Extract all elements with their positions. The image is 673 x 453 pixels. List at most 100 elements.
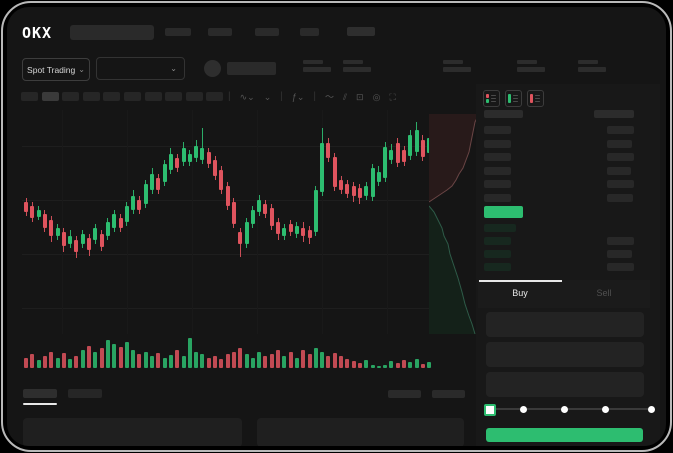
volume-bar xyxy=(124,342,129,368)
candle xyxy=(225,186,230,206)
volume-bar xyxy=(402,360,406,368)
slider-stop-dot[interactable] xyxy=(648,406,655,413)
volume-bar xyxy=(68,359,73,368)
price-input-placeholder[interactable] xyxy=(486,312,644,337)
candlestick-chart[interactable] xyxy=(22,110,432,334)
okx-logo: OKX xyxy=(22,24,53,42)
snapshot-icon[interactable]: ⊡ xyxy=(356,92,364,102)
volume-bar xyxy=(80,350,85,368)
compare-icon[interactable]: ⫽ xyxy=(343,92,348,102)
volume-bar xyxy=(313,348,318,368)
candle xyxy=(395,143,400,163)
candle xyxy=(326,143,331,158)
timeframe-chip[interactable] xyxy=(144,92,162,101)
ticker-stat xyxy=(343,60,373,76)
volume-bar xyxy=(137,354,142,368)
candle xyxy=(124,206,129,222)
slider-handle[interactable] xyxy=(484,404,496,416)
spot-trading-selector[interactable]: Spot Trading ⌄ xyxy=(22,58,90,81)
timeframe-chip[interactable] xyxy=(82,92,100,101)
nav-item-placeholder[interactable] xyxy=(255,28,279,36)
timeframe-chip[interactable] xyxy=(124,92,141,101)
timeframe-chip[interactable] xyxy=(41,92,59,101)
candle xyxy=(339,180,343,190)
candle xyxy=(351,186,356,196)
tab-sell[interactable]: Sell xyxy=(596,288,612,298)
slider-stop-dot[interactable] xyxy=(520,406,527,413)
divider: | xyxy=(228,91,231,102)
candle xyxy=(55,228,60,236)
search-placeholder[interactable] xyxy=(70,25,154,40)
fullscreen-icon[interactable]: ⛶ xyxy=(389,92,396,102)
candle xyxy=(143,184,148,204)
candle xyxy=(150,174,154,190)
volume-bar xyxy=(250,358,255,368)
bottom-tab-active[interactable] xyxy=(23,389,57,398)
candle xyxy=(288,224,293,232)
candle-wick xyxy=(201,128,203,164)
volume-bar xyxy=(225,354,230,368)
volume-bar xyxy=(36,360,41,368)
nav-item-placeholder[interactable] xyxy=(208,28,232,36)
candle xyxy=(61,232,66,246)
volume-bar xyxy=(414,359,419,368)
timeframe-chip[interactable] xyxy=(103,92,121,101)
candle xyxy=(187,154,192,162)
slider-stop-dot[interactable] xyxy=(561,406,568,413)
timeframe-chip[interactable] xyxy=(185,92,203,101)
candle xyxy=(383,147,388,178)
candle xyxy=(276,222,280,234)
candle xyxy=(219,170,224,190)
bottom-action-placeholder[interactable] xyxy=(388,390,421,398)
volume-bar xyxy=(294,358,299,368)
orderbook-bids-view-icon[interactable] xyxy=(505,90,522,107)
gridline xyxy=(257,110,258,334)
chart-tools-row: | ∿⌄ ⌄ | ƒ⌄ | 〜 ⫽ ⊡ ◎ ⛶ xyxy=(228,90,405,104)
slider-stop-dot[interactable] xyxy=(602,406,609,413)
nav-item-placeholder[interactable] xyxy=(300,28,319,36)
nav-item-placeholder[interactable] xyxy=(165,28,191,36)
gridline xyxy=(22,254,432,255)
total-input-placeholder[interactable] xyxy=(486,372,644,397)
tab-buy[interactable]: Buy xyxy=(512,288,528,298)
gridline xyxy=(22,146,432,147)
candle xyxy=(206,152,211,164)
bottom-action-placeholder[interactable] xyxy=(432,390,465,398)
amount-input-placeholder[interactable] xyxy=(486,342,644,367)
candle xyxy=(74,240,79,252)
candle xyxy=(257,200,262,212)
orderbook-both-view-icon[interactable] xyxy=(483,90,500,107)
nav-item-placeholder[interactable] xyxy=(347,27,375,36)
chart-style-icon[interactable]: ⌄ xyxy=(263,92,272,102)
candle xyxy=(238,232,243,244)
volume-bar xyxy=(206,358,211,368)
buy-submit-button[interactable] xyxy=(486,428,643,442)
pair-dropdown[interactable]: ⌄ xyxy=(96,57,185,80)
candle xyxy=(181,148,186,162)
indicators-icon[interactable]: ∿⌄ xyxy=(239,92,255,102)
orders-panel-placeholder xyxy=(257,418,464,446)
volume-bar xyxy=(395,363,400,368)
timeframe-chip[interactable] xyxy=(165,92,183,101)
volume-bar xyxy=(99,348,104,368)
orders-panel-placeholder xyxy=(23,418,242,446)
timeframe-chip[interactable] xyxy=(21,92,38,101)
volume-bar xyxy=(30,354,35,368)
timeframe-chip[interactable] xyxy=(62,92,80,101)
candle xyxy=(131,196,136,210)
volume-bar xyxy=(49,352,54,368)
volume-bar xyxy=(351,361,356,368)
timeframe-chip[interactable] xyxy=(206,92,224,101)
functions-icon[interactable]: ƒ⌄ xyxy=(291,92,305,102)
orderbook-asks-view-icon[interactable] xyxy=(527,90,544,107)
drawing-tool-icon[interactable]: 〜 xyxy=(325,92,335,102)
candle xyxy=(162,164,167,182)
bottom-tab[interactable] xyxy=(68,389,102,398)
volume-bar xyxy=(288,352,293,368)
amount-slider-track[interactable] xyxy=(489,408,651,410)
settings-icon[interactable]: ◎ xyxy=(372,92,381,102)
volume-bar xyxy=(213,356,217,368)
candle xyxy=(156,178,161,190)
candle xyxy=(36,210,41,217)
